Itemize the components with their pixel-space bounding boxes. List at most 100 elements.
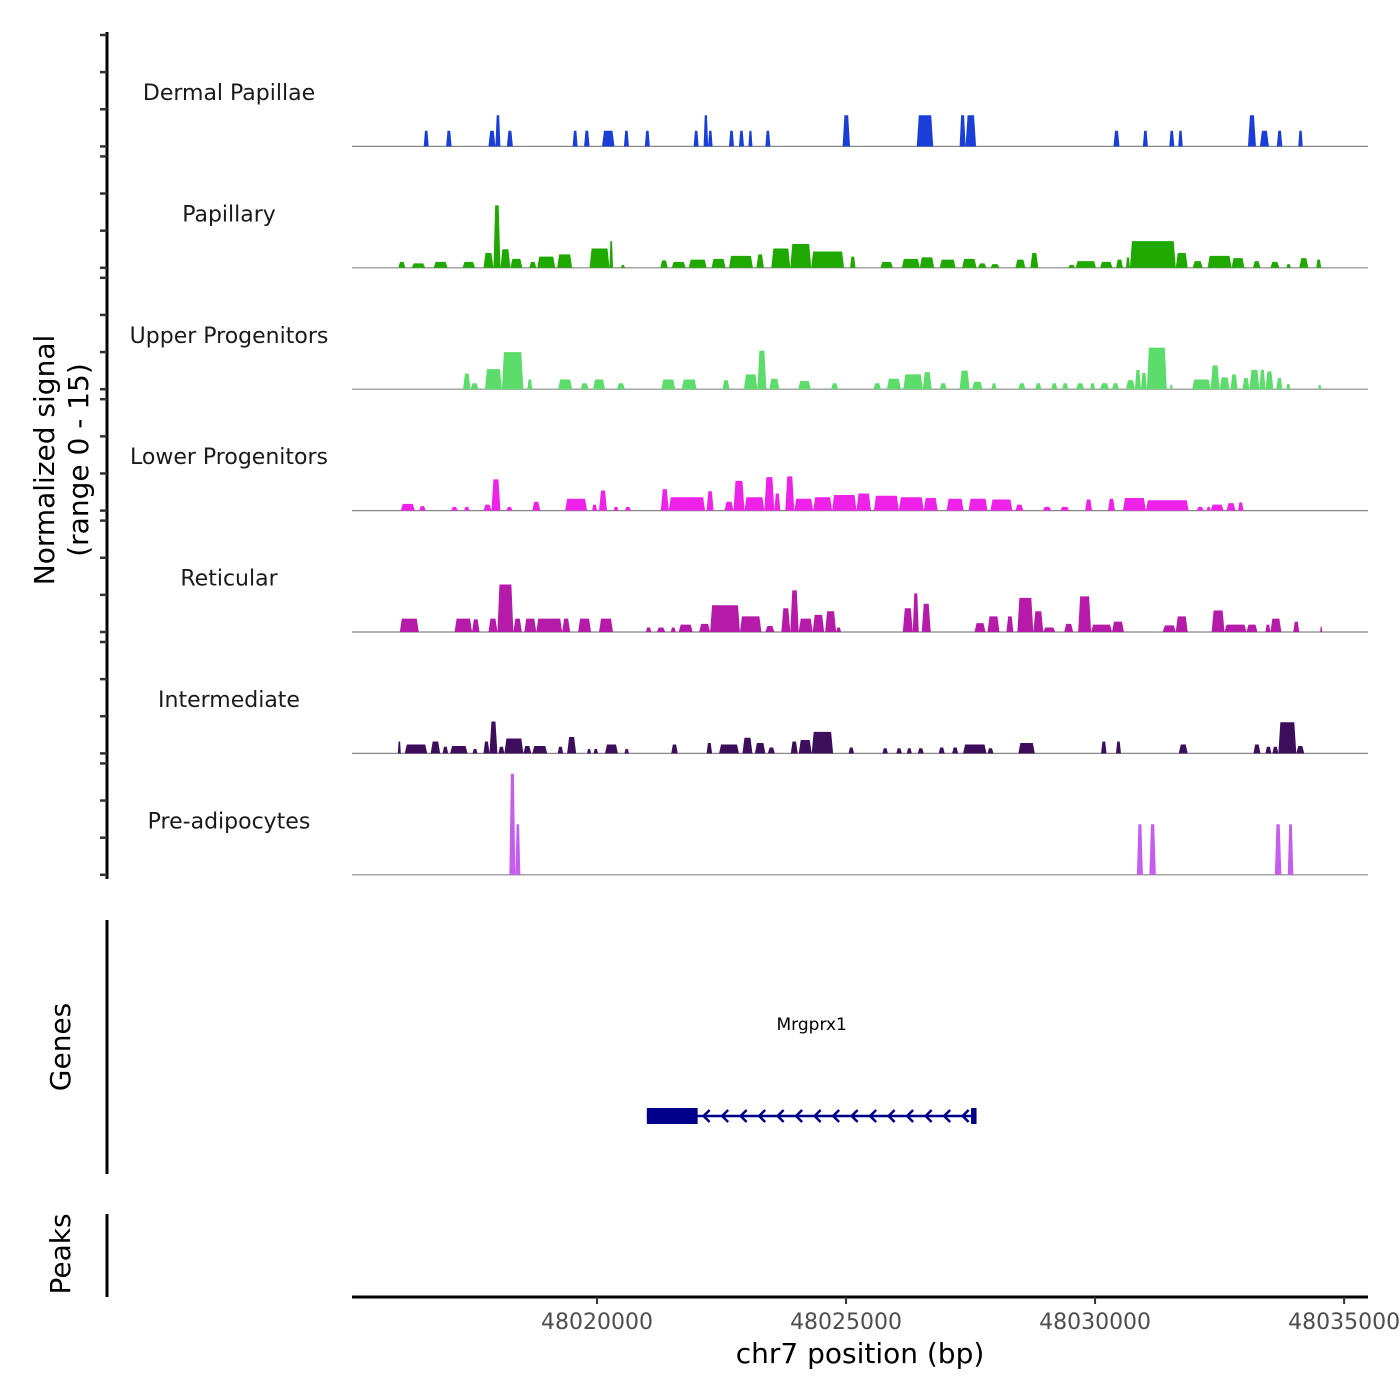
signal-peak — [644, 130, 650, 147]
signal-peak — [946, 498, 964, 511]
signal-peak — [529, 261, 537, 268]
signal-peak — [1175, 616, 1188, 632]
signal-peak — [509, 773, 516, 875]
signal-peak — [557, 746, 564, 754]
signal-peak — [1206, 506, 1211, 511]
signal-peak — [1270, 618, 1282, 632]
signal-peak — [1076, 383, 1085, 390]
signal-peak — [491, 479, 501, 511]
signal-peak — [798, 740, 812, 754]
x-tick-label: 48020000 — [541, 1310, 653, 1335]
signal-peak — [693, 130, 699, 147]
signal-peak — [710, 605, 740, 632]
signal-peak — [1272, 746, 1279, 754]
signal-peak — [811, 731, 834, 754]
signal-peak — [1298, 130, 1303, 147]
x-axis-title: chr7 position (bp) — [736, 1337, 985, 1370]
signal-peak — [1100, 383, 1110, 390]
signal-peak — [592, 504, 598, 511]
signal-peak — [1108, 498, 1115, 511]
signal-peak — [882, 748, 888, 754]
signal-peak — [972, 381, 983, 390]
signal-peak — [1252, 261, 1261, 268]
signal-peak — [850, 256, 856, 268]
signal-peak — [398, 261, 406, 268]
signal-peak — [1146, 347, 1167, 390]
signal-peak — [660, 489, 669, 511]
signal-peak — [1296, 745, 1305, 754]
signal-peak — [1060, 506, 1070, 511]
strand-arrow — [886, 1109, 896, 1123]
signal-peak — [906, 748, 912, 754]
signal-peak — [1101, 741, 1107, 754]
signal-peak — [472, 748, 478, 754]
signal-peak — [1112, 621, 1124, 632]
signal-peak — [450, 745, 468, 754]
signal-peak — [624, 506, 631, 511]
signal-peak — [917, 748, 924, 754]
signal-peak — [1064, 623, 1074, 632]
signal-peak — [987, 748, 994, 754]
strand-arrow — [738, 1109, 748, 1123]
strand-arrow — [775, 1109, 785, 1123]
signal-peak — [974, 623, 986, 632]
signal-peak — [1259, 130, 1269, 147]
signal-peak — [599, 490, 607, 511]
signal-peak — [470, 383, 479, 390]
signal-peak — [688, 259, 707, 268]
signal-peak — [668, 497, 706, 511]
signal-peak — [442, 746, 449, 754]
signal-peak — [532, 501, 541, 511]
signal-peak — [1068, 264, 1076, 268]
signal-peak — [1246, 624, 1258, 632]
signal-peak — [1287, 824, 1294, 875]
signal-peak — [451, 506, 458, 511]
signal-peak — [1149, 824, 1156, 875]
strand-arrow — [849, 1109, 859, 1123]
signal-peak — [397, 741, 401, 754]
signal-peak — [991, 383, 997, 390]
signal-peak — [620, 264, 625, 268]
signal-peak — [523, 745, 532, 754]
signal-peak — [757, 350, 767, 390]
signal-peak — [1320, 626, 1323, 632]
signal-peak — [1043, 627, 1056, 632]
signal-peak — [495, 115, 501, 147]
signal-peak — [497, 584, 514, 632]
signal-peak — [706, 491, 714, 511]
genes-label-group: Genes — [44, 1003, 77, 1091]
signal-peak — [1017, 597, 1034, 632]
strand-arrow — [757, 1109, 767, 1123]
signal-peak — [524, 618, 537, 632]
y-axis-title-line-2: (range 0 - 15) — [62, 363, 95, 557]
signal-peak — [670, 627, 676, 632]
signal-peak — [1265, 624, 1271, 632]
signal-peak — [765, 626, 775, 632]
signal-peak — [493, 205, 501, 268]
signal-peak — [1196, 506, 1204, 511]
signal-peak — [1125, 257, 1130, 268]
signal-peak — [483, 741, 490, 754]
signal-peak — [1062, 383, 1069, 390]
signal-peak — [1006, 616, 1014, 632]
peaks-label-group: Peaks — [44, 1213, 77, 1294]
signal-peak — [1211, 610, 1225, 632]
signal-peak — [708, 130, 713, 147]
signal-peak — [987, 616, 1000, 632]
signal-peak — [729, 130, 734, 147]
signal-peak — [990, 499, 1013, 511]
signal-peak — [1270, 261, 1280, 268]
signal-peak — [1293, 621, 1300, 632]
signal-peak — [922, 372, 932, 390]
signal-peak — [1018, 383, 1026, 390]
signal-peak — [963, 744, 987, 754]
signal-peak — [1286, 384, 1291, 390]
strand-arrow — [923, 1109, 933, 1123]
signal-peak — [565, 498, 588, 511]
signal-peak — [1192, 261, 1203, 268]
strand-arrow — [701, 1109, 711, 1123]
signal-peak — [939, 259, 956, 268]
signal-peak — [923, 497, 938, 511]
signal-peak — [1122, 497, 1146, 511]
strand-arrow — [905, 1109, 915, 1123]
